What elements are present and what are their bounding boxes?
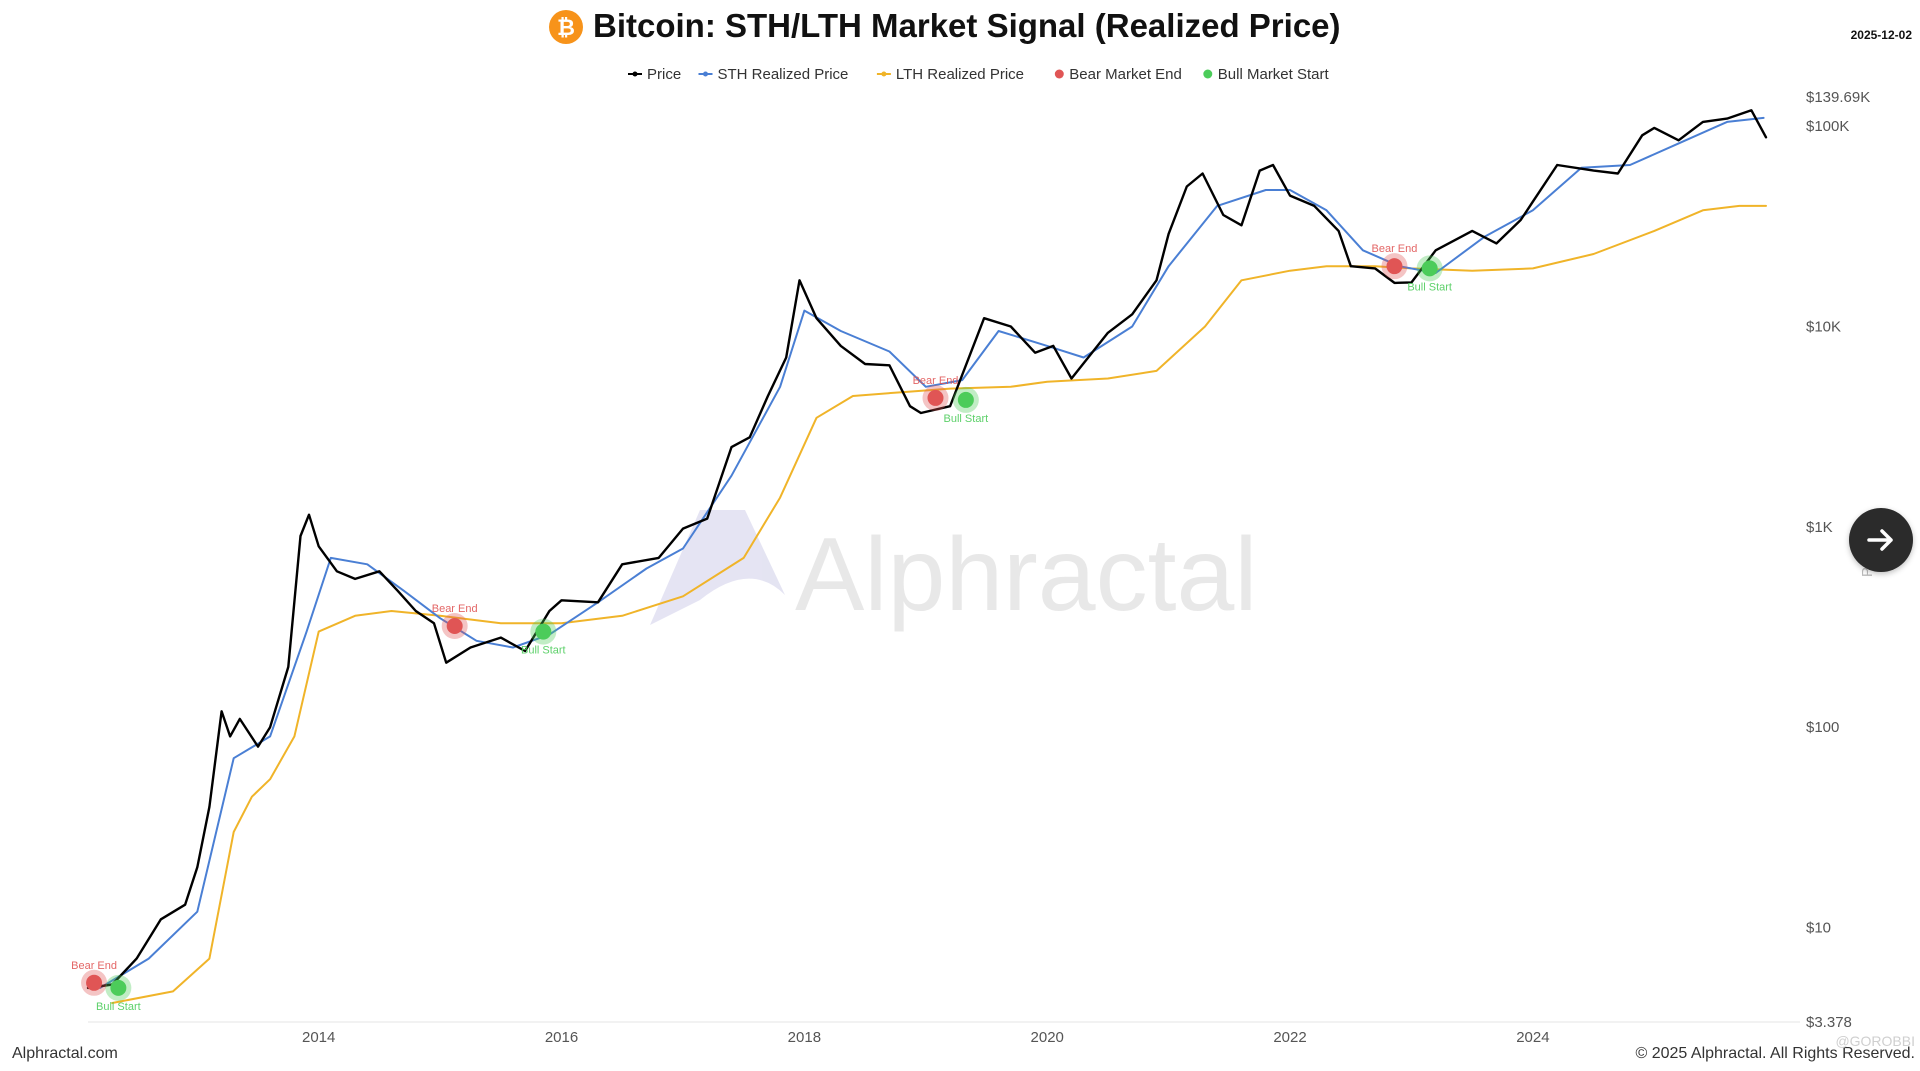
marker-label: Bear End [913, 375, 959, 387]
legend-swatch-dot [632, 71, 638, 77]
arrow-right-icon [1867, 529, 1893, 551]
marker-label: Bear End [1372, 243, 1418, 255]
x-tick-label: 2016 [545, 1029, 578, 1046]
bear-end-marker: Bear End [71, 960, 117, 996]
x-tick-label: 2022 [1273, 1029, 1306, 1046]
marker-label: Bull Start [944, 413, 989, 425]
legend-swatch-dot [703, 71, 708, 77]
marker-dot [1386, 258, 1403, 275]
repost-mark: @GOROBBI [1835, 1033, 1915, 1049]
marker-layer: Bear End Bull Start Bear End Bull Start Bear… [71, 243, 1452, 1013]
y-axis: Price $139.69K$100K$10K$1K$100$10$3.378 [1806, 89, 1876, 1031]
legend-label: Bull Market Start [1218, 66, 1330, 83]
marker-label: Bear End [71, 960, 117, 972]
legend-swatch-dot [881, 71, 887, 77]
legend-item-4: Bull Market Start [1203, 66, 1329, 83]
series-sth-realized-price [99, 116, 1765, 989]
watermark: Alphractal [650, 510, 1257, 633]
bear-end-marker: Bear End [913, 375, 959, 411]
legend-item-2: LTH Realized Price [876, 66, 1024, 83]
x-tick-label: 2018 [788, 1029, 821, 1046]
x-tick-label: 2020 [1031, 1029, 1064, 1046]
legend-label: LTH Realized Price [896, 66, 1024, 83]
bitcoin-logo-icon [549, 10, 583, 44]
bull-start-marker: Bull Start [1407, 255, 1452, 293]
chart-title: Bitcoin: STH/LTH Market Signal (Realized… [593, 7, 1341, 44]
x-tick-label: 2024 [1516, 1029, 1549, 1046]
y-tick-label: $100K [1806, 118, 1849, 135]
y-tick-label: $3.378 [1806, 1014, 1852, 1031]
marker-label: Bull Start [96, 1001, 141, 1013]
legend-label: STH Realized Price [718, 66, 849, 83]
y-tick-label: $10 [1806, 920, 1831, 937]
y-tick-label: $10K [1806, 318, 1841, 335]
x-axis: 2014 2016 2018 2020 2022 2024 [88, 1021, 1800, 1046]
bull-start-marker: Bull Start [521, 618, 566, 657]
bull-start-marker: Bull Start [96, 974, 141, 1013]
next-button[interactable] [1849, 508, 1913, 572]
marker-dot [927, 389, 944, 406]
x-tick-label: 2014 [302, 1029, 335, 1046]
marker-dot [86, 974, 103, 991]
chart-date: 2025-12-02 [1851, 28, 1913, 42]
footer-source: Alphractal.com [12, 1045, 118, 1062]
legend-item-3: Bear Market End [1054, 66, 1182, 83]
legend-swatch-dot [1054, 69, 1064, 79]
legend-swatch-dot [1203, 69, 1213, 79]
series-lth-realized-price [111, 204, 1767, 1004]
bear-end-marker: Bear End [432, 603, 478, 640]
legend-item-0: Price [628, 66, 681, 83]
y-tick-label: $139.69K [1806, 89, 1870, 106]
legend-item-1: STH Realized Price [698, 66, 849, 83]
watermark-text: Alphractal [795, 517, 1257, 633]
marker-dot [957, 391, 974, 408]
marker-dot [446, 618, 463, 635]
series-price [86, 109, 1768, 990]
legend: Price STH Realized Price LTH Realized Pric… [628, 66, 1329, 83]
marker-label: Bull Start [1407, 281, 1452, 293]
footer-copyright: © 2025 Alphractal. All Rights Reserved. [1636, 1045, 1916, 1062]
legend-label: Price [647, 66, 681, 83]
marker-dot [1421, 260, 1438, 277]
marker-dot [110, 979, 127, 996]
bear-end-marker: Bear End [1372, 243, 1418, 280]
y-tick-label: $100 [1806, 719, 1839, 736]
watermark-logo-icon [650, 510, 785, 625]
series-layer [86, 109, 1768, 1004]
bitcoin-logo-glyph: ₿ [557, 15, 575, 40]
marker-label: Bear End [432, 603, 478, 615]
bull-start-marker: Bull Start [944, 386, 989, 425]
marker-dot [535, 623, 552, 640]
legend-label: Bear Market End [1069, 66, 1182, 83]
y-tick-label: $1K [1806, 519, 1833, 536]
marker-label: Bull Start [521, 645, 566, 657]
